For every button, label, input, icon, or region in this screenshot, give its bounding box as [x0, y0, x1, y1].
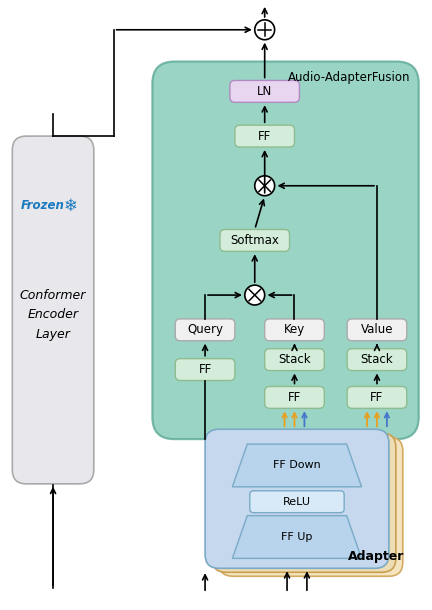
Text: Conformer: Conformer: [20, 289, 86, 301]
FancyBboxPatch shape: [347, 387, 407, 408]
Text: ❄: ❄: [64, 196, 78, 215]
Text: Audio-AdapterFusion: Audio-AdapterFusion: [288, 71, 411, 84]
Text: Softmax: Softmax: [230, 234, 279, 247]
Circle shape: [245, 285, 265, 305]
FancyBboxPatch shape: [265, 319, 324, 341]
FancyBboxPatch shape: [230, 81, 299, 102]
Text: FF Up: FF Up: [281, 532, 313, 542]
Text: Stack: Stack: [361, 353, 393, 366]
FancyBboxPatch shape: [219, 437, 403, 576]
Text: Layer: Layer: [35, 328, 70, 342]
Circle shape: [255, 176, 275, 196]
FancyBboxPatch shape: [152, 62, 419, 439]
FancyBboxPatch shape: [347, 349, 407, 371]
Text: Encoder: Encoder: [28, 309, 79, 321]
Text: LN: LN: [257, 85, 272, 98]
FancyBboxPatch shape: [220, 229, 289, 251]
Text: FF: FF: [258, 129, 271, 143]
FancyBboxPatch shape: [13, 136, 94, 484]
Text: FF: FF: [288, 391, 301, 404]
Text: FF: FF: [198, 363, 212, 376]
Text: Key: Key: [284, 323, 305, 336]
FancyBboxPatch shape: [265, 349, 324, 371]
FancyBboxPatch shape: [175, 359, 235, 381]
Text: FF: FF: [370, 391, 384, 404]
Text: ReLU: ReLU: [283, 497, 311, 507]
FancyBboxPatch shape: [347, 319, 407, 341]
Text: Adapter: Adapter: [348, 550, 405, 563]
FancyBboxPatch shape: [235, 125, 295, 147]
FancyBboxPatch shape: [175, 319, 235, 341]
Text: Frozen: Frozen: [21, 199, 65, 212]
Text: Stack: Stack: [278, 353, 311, 366]
FancyBboxPatch shape: [212, 433, 396, 572]
FancyBboxPatch shape: [250, 491, 344, 512]
FancyBboxPatch shape: [205, 429, 389, 569]
Polygon shape: [232, 515, 362, 558]
Polygon shape: [232, 444, 362, 487]
Circle shape: [255, 20, 275, 40]
Text: Value: Value: [361, 323, 393, 336]
Text: Query: Query: [187, 323, 223, 336]
FancyBboxPatch shape: [152, 62, 419, 439]
FancyBboxPatch shape: [265, 387, 324, 408]
Text: FF Down: FF Down: [273, 461, 321, 470]
